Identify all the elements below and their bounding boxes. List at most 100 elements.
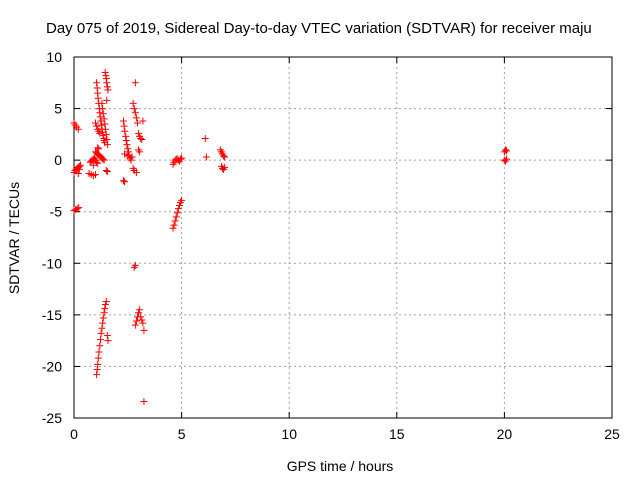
y-tick-label: 0 — [54, 152, 62, 168]
data-point — [94, 144, 102, 152]
y-tick-label: 5 — [54, 101, 62, 117]
data-point — [96, 336, 104, 344]
data-point — [121, 178, 129, 186]
plot-frame — [73, 56, 613, 419]
x-tick-label: 0 — [70, 426, 78, 442]
data-point — [174, 205, 182, 213]
x-tick-label: 15 — [389, 426, 405, 442]
x-axis-label: GPS time / hours — [287, 458, 394, 474]
y-tick-label: -20 — [42, 358, 62, 374]
data-point — [503, 155, 511, 163]
data-point — [99, 155, 107, 163]
data-point — [103, 83, 111, 91]
data-point — [75, 165, 83, 173]
axis-ticks: 0 5 10 15 20 25 10 5 0 -5 -10 -15 -20 -25 — [42, 49, 620, 442]
data-point — [132, 317, 140, 325]
x-tick-label: 10 — [281, 426, 297, 442]
data-point — [74, 125, 82, 133]
data-point — [94, 159, 102, 167]
data-point — [123, 141, 131, 149]
data-point — [121, 127, 129, 135]
data-point — [202, 153, 210, 161]
chart-title: Day 075 of 2019, Sidereal Day-to-day VTE… — [46, 20, 592, 37]
data-point — [124, 148, 132, 156]
data-point — [101, 125, 109, 133]
data-point — [102, 166, 110, 174]
data-point — [120, 122, 128, 130]
data-point — [104, 141, 112, 149]
data-point — [73, 205, 81, 213]
data-point — [201, 134, 209, 142]
data-point — [93, 158, 101, 166]
data-point — [94, 94, 102, 102]
data-point — [170, 221, 178, 229]
y-axis-label: SDTVAR / TECUs — [6, 182, 22, 294]
data-point — [136, 148, 144, 156]
data-point — [94, 354, 102, 362]
data-point — [95, 145, 103, 153]
data-point — [101, 68, 109, 76]
data-point — [169, 224, 177, 232]
data-point — [138, 316, 146, 324]
data-point — [98, 99, 106, 107]
data-point — [92, 119, 100, 127]
data-point — [124, 145, 132, 153]
y-tick-label: -5 — [50, 204, 63, 220]
data-point — [96, 113, 104, 121]
data-point — [103, 167, 111, 175]
data-point — [131, 79, 139, 87]
data-point — [103, 96, 111, 104]
data-point — [130, 105, 138, 113]
data-point — [76, 161, 84, 169]
data-point — [98, 324, 106, 332]
data-point — [119, 117, 127, 125]
data-point — [140, 326, 148, 334]
data-point — [101, 301, 109, 309]
data-point — [103, 79, 111, 87]
data-point — [99, 319, 107, 327]
x-tick-label: 5 — [178, 426, 186, 442]
data-point — [93, 122, 101, 130]
data-point — [173, 209, 181, 217]
data-point — [133, 119, 141, 127]
y-tick-label: -10 — [42, 255, 62, 271]
data-point — [93, 371, 101, 379]
data-point — [101, 305, 109, 313]
data-point — [221, 153, 229, 161]
data-point — [96, 342, 104, 350]
grid — [74, 57, 612, 418]
data-point — [131, 261, 139, 269]
data-point — [137, 313, 145, 321]
data-point — [100, 309, 108, 317]
data-point — [101, 120, 109, 128]
data-point — [104, 86, 112, 94]
data-point — [100, 115, 108, 123]
data-point — [131, 321, 139, 329]
data-point — [99, 314, 107, 322]
x-tick-label: 20 — [497, 426, 513, 442]
data-point — [139, 319, 147, 327]
data-point — [178, 154, 186, 162]
data-point — [136, 306, 144, 314]
data-point — [93, 79, 101, 87]
data-point — [97, 329, 105, 337]
data-point — [135, 129, 143, 137]
data-point — [129, 99, 137, 107]
data-point — [138, 136, 146, 144]
data-point — [103, 331, 111, 339]
data-point — [140, 397, 148, 405]
data-point — [131, 109, 139, 117]
data-point — [124, 152, 132, 160]
data-point — [122, 132, 130, 140]
y-tick-label: -25 — [42, 410, 62, 426]
data-point — [122, 137, 130, 145]
data-point — [503, 147, 511, 155]
data-point — [99, 105, 107, 113]
data-point — [501, 146, 509, 154]
data-point — [102, 297, 110, 305]
data-point — [178, 196, 186, 204]
data-point — [175, 202, 183, 210]
data-point — [75, 204, 83, 212]
data-point — [103, 136, 111, 144]
